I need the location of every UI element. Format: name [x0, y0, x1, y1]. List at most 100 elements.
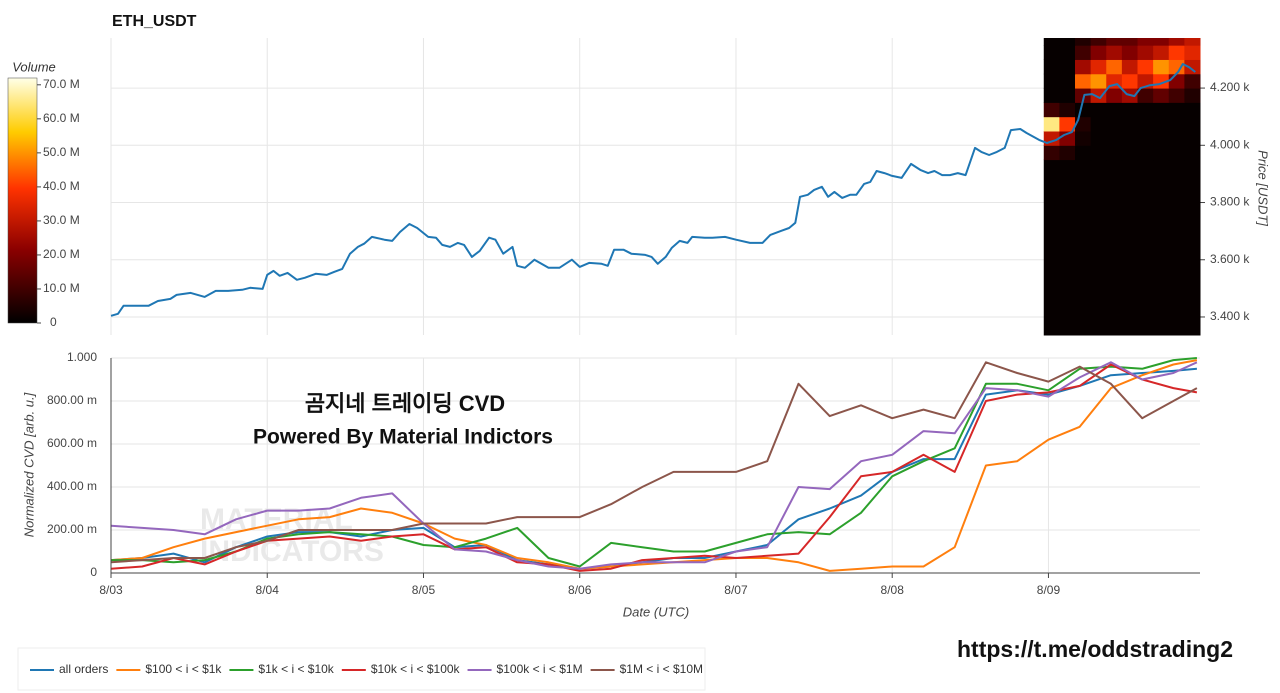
cvd-line — [111, 357, 1197, 568]
colorbar — [7, 77, 38, 324]
heatmap-cell — [1043, 102, 1060, 118]
heatmap-cell — [1153, 130, 1170, 146]
heatmap-cell — [1153, 38, 1170, 46]
heatmap-cell — [1075, 88, 1092, 103]
heatmap-cell — [1137, 159, 1154, 336]
heatmap-cell — [1075, 102, 1092, 118]
heatmap-cell — [1059, 73, 1076, 89]
colorbar-tick-label: 30.0 M — [43, 213, 80, 227]
heatmap-cell — [1059, 88, 1076, 103]
heatmap-cell — [1075, 159, 1092, 336]
heatmap-cell — [1075, 145, 1092, 161]
colorbar-title: Volume — [12, 59, 56, 74]
heatmap-cell — [1075, 38, 1092, 46]
y-tick-label: 1.000 — [67, 350, 97, 364]
heatmap-cell — [1184, 73, 1201, 89]
heatmap-cell — [1090, 88, 1107, 103]
legend-label: all orders — [59, 662, 108, 676]
x-tick-label: 8/05 — [412, 583, 436, 597]
heatmap-cell — [1184, 145, 1201, 161]
heatmap-cell — [1059, 59, 1076, 75]
heatmap-cell — [1153, 59, 1170, 75]
x-tick-label: 8/08 — [881, 583, 905, 597]
heatmap-cell — [1137, 130, 1154, 146]
heatmap-cell — [1137, 59, 1154, 75]
heatmap-cell — [1043, 116, 1060, 132]
heatmap-cell — [1168, 45, 1185, 60]
footer-link: https://t.me/oddstrading2 — [957, 636, 1233, 662]
heatmap-cell — [1090, 159, 1107, 336]
heatmap-cell — [1106, 116, 1123, 132]
legend: all orders $100 < i < $1k $1k < i < $10k $1… — [30, 662, 703, 676]
heatmap-cell — [1168, 130, 1185, 146]
heatmap-cell — [1137, 145, 1154, 161]
colorbar-tick-label: 20.0 M — [43, 247, 80, 261]
heatmap-cell — [1137, 45, 1154, 60]
heatmap-cell — [1043, 45, 1060, 60]
colorbar-tick-label: 40.0 M — [43, 179, 80, 193]
y-tick-label: 600.00 m — [47, 436, 97, 450]
heatmap-cell — [1121, 59, 1139, 75]
cvd-line — [110, 361, 1198, 570]
heatmap-cell — [1168, 38, 1185, 46]
heatmap-cell — [1106, 145, 1123, 161]
y-tick-label: 3.600 k — [1210, 252, 1250, 266]
heatmap-cell — [1137, 88, 1154, 103]
y-axis-title: Normalized CVD [arb. u.] — [21, 392, 36, 537]
heatmap-cell — [1043, 73, 1060, 89]
heatmap-cell — [1121, 73, 1139, 89]
chart-title: ETH_USDT — [112, 13, 197, 30]
heatmap-cell — [1106, 59, 1123, 75]
heatmap-cell — [1153, 88, 1170, 103]
legend-label: $1M < i < $10M — [620, 662, 703, 676]
y-tick-label: 0 — [90, 565, 97, 579]
heatmap-cell — [1168, 159, 1185, 336]
legend-label: $1k < i < $10k — [258, 662, 334, 676]
heatmap-cell — [1184, 130, 1201, 146]
annotation: 곰지네 트레이딩 CVD — [305, 391, 505, 416]
heatmap-cell — [1121, 116, 1139, 132]
heatmap-cell — [1090, 116, 1107, 132]
heatmap-cell — [1059, 145, 1076, 161]
heatmap-cell — [1075, 59, 1092, 75]
heatmap-cell — [1043, 88, 1060, 103]
heatmap-cell — [1168, 102, 1185, 118]
heatmap-cell — [1168, 73, 1185, 89]
heatmap-cell — [1184, 59, 1201, 75]
heatmap-cell — [1106, 130, 1123, 146]
heatmap-cell — [1168, 145, 1185, 161]
x-tick-label: 8/09 — [1037, 583, 1061, 597]
heatmap-cell — [1075, 130, 1092, 146]
heatmap-cell — [1059, 38, 1076, 46]
heatmap-cell — [1184, 88, 1201, 103]
heatmap-cell — [1106, 102, 1123, 118]
heatmap-cell — [1043, 38, 1060, 46]
heatmap-cell — [1059, 45, 1076, 60]
y-axis-title: Price [USDT] — [1256, 150, 1271, 226]
annotation: Powered By Material Indictors — [253, 426, 553, 449]
colorbar-tick-label: 10.0 M — [43, 281, 80, 295]
heatmap-cell — [1168, 59, 1185, 75]
cvd-line — [110, 363, 1198, 572]
heatmap-cell — [1168, 88, 1185, 103]
heatmap-cell — [1121, 102, 1139, 118]
heatmap-cell — [1090, 73, 1107, 89]
heatmap-cell — [1121, 38, 1139, 46]
heatmap-cell — [1137, 102, 1154, 118]
heatmap-cell — [1121, 45, 1139, 60]
heatmap-cell — [1184, 159, 1201, 336]
legend-label: $100 < i < $1k — [145, 662, 222, 676]
heatmap-cell — [1153, 45, 1170, 60]
heatmap-cell — [1075, 73, 1092, 89]
x-tick-label: 8/07 — [724, 583, 748, 597]
heatmap-cell — [1137, 38, 1154, 46]
x-tick-label: 8/06 — [568, 583, 592, 597]
heatmap-cell — [1090, 59, 1107, 75]
x-tick-label: 8/04 — [256, 583, 280, 597]
heatmap-cell — [1090, 45, 1107, 60]
heatmap-cell — [1184, 102, 1201, 118]
heatmap-cell — [1090, 38, 1107, 46]
heatmap-cell — [1090, 102, 1107, 118]
heatmap-cell — [1153, 145, 1170, 161]
heatmap-cell — [1106, 45, 1123, 60]
